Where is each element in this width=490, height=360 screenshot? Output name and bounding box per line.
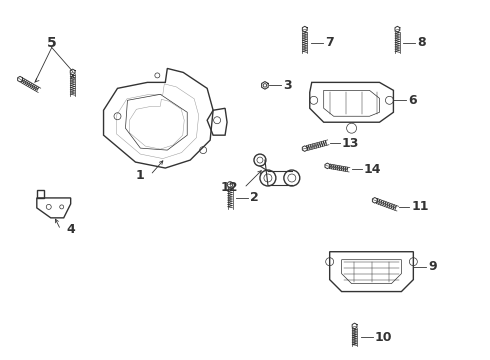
Text: 9: 9 <box>428 260 437 273</box>
Text: 6: 6 <box>408 94 417 107</box>
Text: 11: 11 <box>412 201 429 213</box>
Text: 3: 3 <box>283 79 292 92</box>
Text: 13: 13 <box>342 137 359 150</box>
Text: 5: 5 <box>47 36 57 50</box>
Text: 14: 14 <box>364 163 381 176</box>
Text: 10: 10 <box>374 331 392 344</box>
Text: 7: 7 <box>325 36 333 49</box>
Text: 1: 1 <box>136 168 145 181</box>
Text: 8: 8 <box>417 36 426 49</box>
Text: 4: 4 <box>67 223 75 236</box>
Text: 2: 2 <box>250 192 259 204</box>
Text: 12: 12 <box>220 181 238 194</box>
